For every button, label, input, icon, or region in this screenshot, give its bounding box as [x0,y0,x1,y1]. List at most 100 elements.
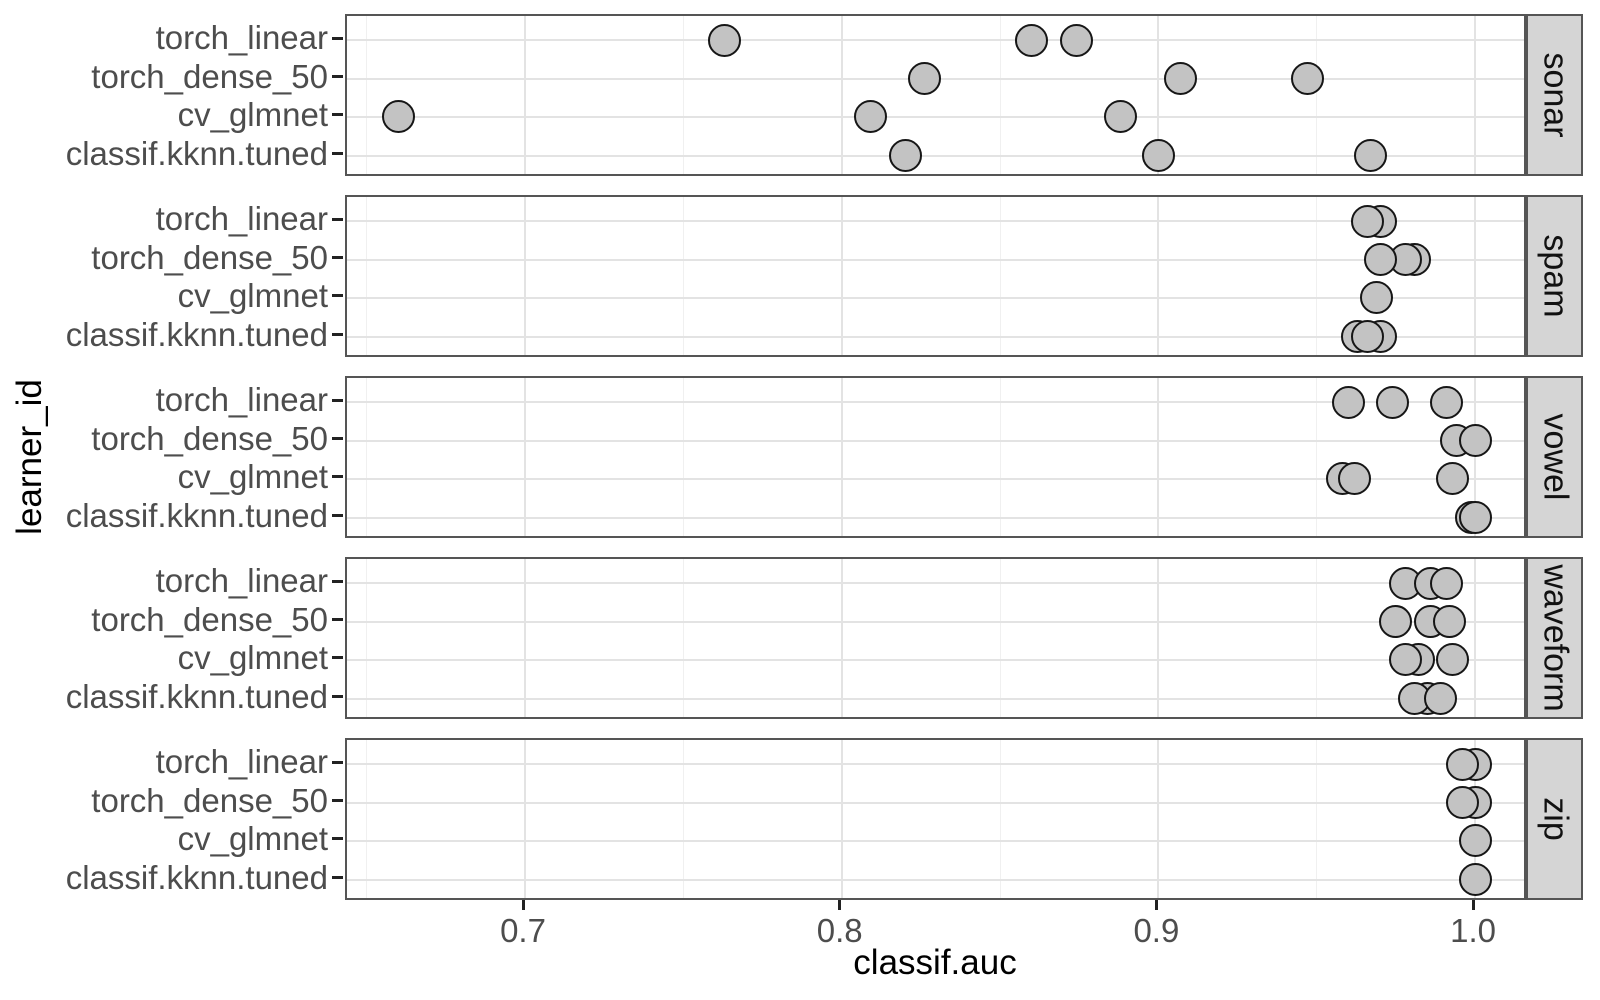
grid-major-h [347,477,1524,480]
data-point-sonar-cv_glmnet [1103,100,1137,134]
grid-major-v [840,16,843,174]
data-point-vowel-torch_linear [1430,385,1464,419]
x-axis-title: classif.auc [853,943,1017,982]
y-tick-mark [332,760,343,764]
y-tick-mark [332,876,343,879]
grid-minor-v [682,740,684,898]
y-tick-label-torch_dense_50: torch_dense_50 [91,419,328,457]
data-point-sonar-cv_glmnet [381,100,415,134]
data-point-sonar-cv_glmnet [853,100,887,134]
data-point-vowel-cv_glmnet [1436,462,1470,496]
facet-panel-vowel [345,376,1526,538]
x-tick-mark-1.0 [1471,900,1475,910]
y-tick-label-torch_linear: torch_linear [155,381,328,418]
grid-minor-v [1316,197,1318,355]
data-point-sonar-classif.kknn.tuned [1141,139,1175,172]
x-tick-mark-0.9 [1154,900,1158,910]
grid-major-v [840,740,843,898]
grid-minor-v [999,378,1001,536]
x-tick-label-0.7: 0.7 [500,912,546,949]
grid-major-v [524,16,526,174]
y-tick-mark [332,579,343,583]
facet-panel-spam [345,195,1526,357]
grid-minor-v [682,378,684,536]
y-tick-mark [332,437,343,440]
data-point-vowel-torch_dense_50 [1458,424,1492,457]
data-point-vowel-torch_linear [1331,385,1365,419]
y-tick-label-torch_linear: torch_linear [155,200,328,237]
facet-strip-waveform [1526,557,1583,719]
grid-major-h [347,878,1524,881]
facet-strip-spam [1526,195,1583,357]
strip-label-zip: zip [1536,797,1574,841]
y-tick-label-torch_linear: torch_linear [155,562,328,599]
facet-strip-zip [1526,738,1583,900]
strip-label-sonar: sonar [1536,52,1574,138]
grid-minor-v [999,559,1001,717]
grid-major-h [347,115,1524,118]
data-point-sonar-torch_linear [708,23,741,57]
y-tick-label-classif.kknn.tuned: classif.kknn.tuned [65,677,328,715]
data-point-sonar-torch_dense_50 [907,62,941,95]
y-tick-label-classif.kknn.tuned: classif.kknn.tuned [65,858,328,896]
grid-minor-v [366,740,368,898]
grid-major-h [347,258,1524,261]
data-point-waveform-cv_glmnet [1436,643,1470,677]
grid-major-v [1157,740,1160,898]
facet-strip-vowel [1526,376,1583,538]
grid-major-v [1474,16,1477,174]
y-tick-label-torch_dense_50: torch_dense_50 [91,57,328,95]
data-point-waveform-classif.kknn.tuned [1423,682,1457,715]
data-point-spam-torch_dense_50 [1363,243,1397,276]
y-tick-mark [332,398,343,402]
grid-minor-v [366,16,368,174]
y-tick-mark [332,618,343,621]
y-tick-label-torch_dense_50: torch_dense_50 [91,600,328,638]
facet-panel-sonar [345,14,1526,176]
grid-major-h [347,220,1524,222]
grid-major-h [347,439,1524,442]
data-point-sonar-torch_linear [1059,23,1093,57]
y-tick-mark [332,217,343,221]
grid-major-v [840,197,843,355]
y-tick-mark [332,656,343,660]
y-tick-mark [332,514,343,517]
grid-major-h [347,763,1524,765]
data-point-zip-cv_glmnet [1458,824,1492,858]
data-point-sonar-torch_linear [1015,23,1049,57]
grid-minor-v [682,559,684,717]
strip-label-spam: spam [1536,234,1574,318]
data-point-sonar-classif.kknn.tuned [888,139,922,172]
grid-major-v [1157,559,1160,717]
grid-major-v [524,740,526,898]
x-tick-label-0.9: 0.9 [1133,912,1180,949]
y-tick-mark [332,799,343,802]
strip-label-waveform: waveform [1536,564,1574,712]
grid-minor-v [366,378,368,536]
grid-minor-v [1316,740,1318,898]
y-tick-label-cv_glmnet: cv_glmnet [177,95,328,133]
grid-minor-v [1316,559,1318,717]
y-tick-mark [332,36,343,40]
data-point-waveform-torch_dense_50 [1433,605,1467,638]
strip-label-vowel: vowel [1536,413,1574,501]
facet-strip-sonar [1526,14,1583,176]
facet-panel-zip [345,738,1526,900]
grid-minor-v [682,16,684,174]
y-tick-label-cv_glmnet: cv_glmnet [177,457,328,495]
y-tick-mark [332,152,343,155]
grid-major-h [347,39,1524,41]
y-tick-mark [332,256,343,259]
grid-minor-v [999,197,1001,355]
grid-minor-v [1316,378,1318,536]
grid-major-h [347,582,1524,584]
grid-major-v [1474,740,1477,898]
data-point-waveform-cv_glmnet [1388,643,1422,677]
y-tick-mark [332,837,343,841]
data-point-spam-torch_linear [1350,204,1384,238]
grid-minor-v [1316,16,1318,174]
y-tick-mark [332,695,343,698]
grid-major-v [1157,16,1160,174]
y-tick-mark [332,294,343,298]
